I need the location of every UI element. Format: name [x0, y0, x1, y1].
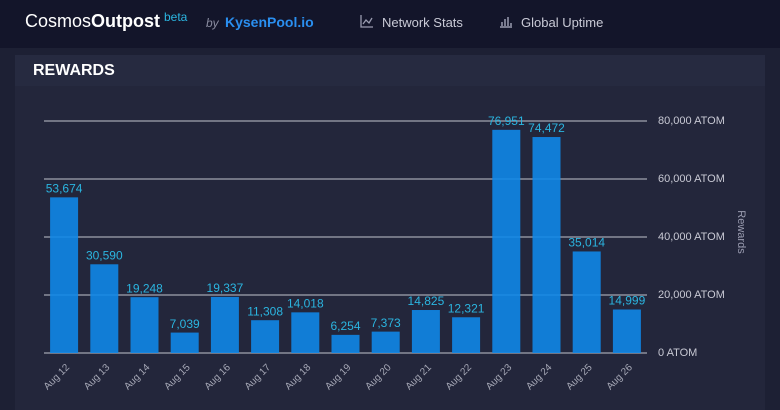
y-tick-label: 0 ATOM	[658, 347, 697, 359]
value-label: 14,825	[408, 294, 445, 308]
provider-link[interactable]: KysenPool.io	[225, 14, 314, 30]
bar	[170, 332, 199, 353]
y-tick-label: 40,000 ATOM	[658, 231, 725, 243]
value-label: 14,999	[609, 294, 646, 308]
chart-title: REWARDS	[33, 62, 115, 79]
bar	[411, 310, 440, 353]
bar	[291, 312, 320, 353]
value-label: 35,014	[568, 236, 605, 250]
value-label: 7,373	[371, 316, 401, 330]
brand-light: Cosmos	[25, 11, 92, 31]
nav-label: Network Stats	[382, 15, 463, 30]
nav-icon	[500, 17, 512, 28]
bar	[90, 264, 119, 353]
value-label: 30,590	[86, 248, 123, 262]
value-label: 14,018	[287, 297, 324, 311]
bar	[532, 137, 561, 353]
value-label: 7,039	[170, 317, 200, 331]
y-tick-label: 20,000 ATOM	[658, 289, 725, 301]
value-label: 19,248	[126, 281, 163, 295]
y-tick-label: 80,000 ATOM	[658, 115, 725, 127]
bar	[210, 296, 239, 353]
bar	[50, 197, 79, 353]
brand[interactable]: CosmosOutpost	[25, 11, 160, 32]
bar	[371, 331, 400, 353]
bar	[572, 251, 601, 353]
value-label: 53,674	[46, 182, 83, 196]
value-label: 19,337	[207, 281, 244, 295]
nav-network-stats[interactable]: Network Stats	[360, 15, 463, 30]
value-label: 12,321	[448, 301, 485, 315]
value-label: 74,472	[528, 121, 565, 135]
bar	[612, 309, 641, 353]
value-label: 6,254	[330, 319, 360, 333]
by-text: by	[206, 16, 219, 30]
nav-global-uptime[interactable]: Global Uptime	[500, 15, 604, 30]
bar	[492, 129, 521, 353]
bar	[251, 320, 280, 353]
nav-label: Global Uptime	[521, 15, 604, 30]
brand-bold: Outpost	[91, 11, 161, 31]
header: CosmosOutpost beta by KysenPool.io Netwo…	[0, 0, 780, 48]
nav-icon	[360, 15, 373, 28]
value-label: 11,308	[247, 304, 283, 318]
badge: beta	[164, 10, 188, 24]
chart-area	[15, 86, 765, 410]
y-tick-label: 60,000 ATOM	[658, 173, 725, 185]
bar	[331, 334, 360, 353]
bar	[130, 297, 159, 353]
bar	[452, 317, 481, 353]
y-axis-title: Rewards	[735, 210, 747, 254]
value-label: 76,951	[488, 114, 525, 128]
